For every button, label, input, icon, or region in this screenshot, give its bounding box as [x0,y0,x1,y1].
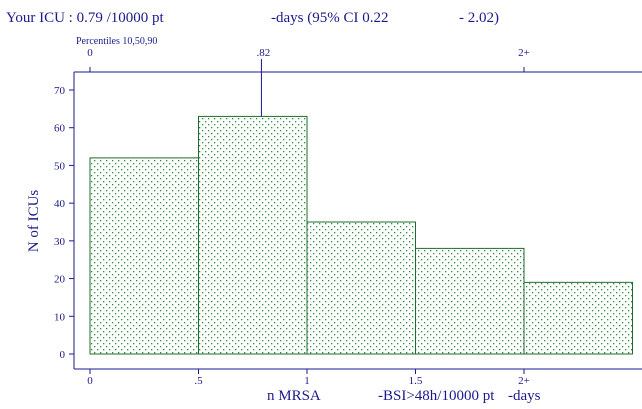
header-ci-end: - 2.02) [459,10,499,26]
axis-labels-group: 0 10 20 30 40 50 60 70 0 .5 1 1.5 2+ 0 .82 2+ n MRSA -BSI… [26,47,541,404]
histogram-bar-2 [306,221,416,355]
top-tick-label: 2+ [518,47,530,59]
bars-group [89,115,633,355]
axes-group [69,59,642,374]
histogram-bar-1 [198,115,308,355]
y-tick-label: 60 [54,123,66,135]
header-your-icu-rate: Your ICU : 0.79 /10000 pt [6,10,164,26]
y-tick-label: 0 [60,349,66,361]
x-tick-label: 1.5 [409,375,423,387]
histogram-bar-0 [89,157,199,355]
histogram-bar-4 [523,281,633,355]
y-tick-label: 10 [54,311,66,323]
top-tick-label: 0 [87,47,93,59]
percentiles-label: Percentiles 10,50,90 [76,36,157,47]
x-axis-title-part-2: -days [508,388,541,404]
x-tick-label: 0 [87,375,93,387]
x-axis-title-part-1: -BSI>48h/10000 pt [378,388,495,404]
x-axis-title-part-0: n MRSA [267,388,321,404]
top-tick-label: .82 [257,47,271,59]
y-tick-label: 50 [54,160,66,172]
histogram-bar-3 [415,247,525,355]
y-tick-label: 20 [54,274,66,286]
x-tick-label: 2+ [518,375,530,387]
x-tick-label: 1 [304,375,310,387]
y-tick-label: 40 [54,198,66,210]
y-tick-label: 70 [54,85,66,97]
y-axis-title: N of ICUs [26,190,42,253]
x-tick-label: .5 [194,375,203,387]
header-ci-start: -days (95% CI 0.22 [271,10,389,26]
y-tick-label: 30 [54,236,66,248]
